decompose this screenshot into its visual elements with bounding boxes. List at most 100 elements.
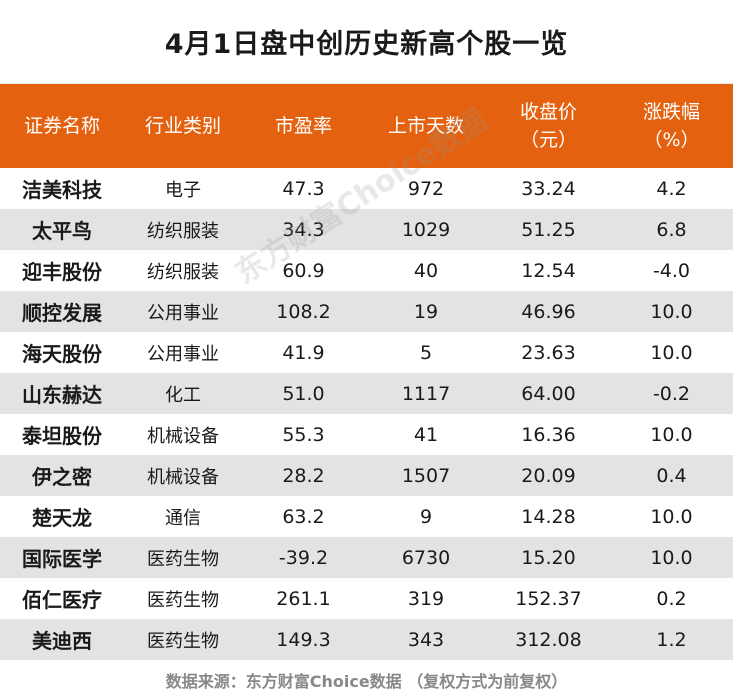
pe-ratio-cell: 28.2 [282,464,325,487]
change-pct-cell: 10.0 [650,423,693,446]
listing-days-cell: 41 [413,423,439,446]
listing-days-cell: 40 [413,259,439,282]
security-name-cell: 伊之密 [32,465,92,489]
close-price-cell: 46.96 [521,300,576,323]
change-pct-cell: 0.4 [656,464,687,487]
table-row: 佰仁医疗 医药生物 261.1 319 152.37 0.2 [0,578,733,619]
header-security-name: 证券名称 [0,84,124,168]
close-price-cell: 14.28 [521,505,576,528]
security-name-cell: 洁美科技 [22,178,102,202]
close-price-cell: 15.20 [521,546,576,569]
listing-days-cell: 19 [413,300,439,323]
change-pct-cell: 1.2 [656,628,687,651]
industry-cell: 机械设备 [147,466,219,488]
security-name-cell: 顺控发展 [22,301,102,325]
industry-cell: 机械设备 [147,425,219,447]
pe-ratio-cell: 149.3 [276,628,331,651]
table-row: 泰坦股份 机械设备 55.3 41 16.36 10.0 [0,414,733,455]
listing-days-cell: 343 [407,628,445,651]
close-price-cell: 51.25 [521,218,576,241]
change-pct-cell: -4.0 [652,259,691,282]
security-name-cell: 山东赫达 [22,383,102,407]
close-price-cell: 64.00 [521,382,576,405]
pe-ratio-cell: 108.2 [276,300,331,323]
listing-days-cell: 6730 [401,546,451,569]
close-price-cell: 12.54 [521,259,576,282]
table-row: 楚天龙 通信 63.2 9 14.28 10.0 [0,496,733,537]
header-listing-days: 上市天数 [365,84,487,168]
security-name-cell: 楚天龙 [32,506,92,530]
change-pct-cell: 10.0 [650,300,693,323]
change-pct-cell: 10.0 [650,505,693,528]
industry-cell: 医药生物 [147,630,219,652]
listing-days-cell: 1507 [401,464,451,487]
header-label: 证券名称 [23,115,100,137]
table-row: 顺控发展 公用事业 108.2 19 46.96 10.0 [0,291,733,332]
header-label: 上市天数 [387,115,464,137]
change-pct-cell: 0.2 [656,587,687,610]
industry-cell: 通信 [165,507,201,529]
page-title: 4月1日盘中创历史新高个股一览 [0,0,733,84]
industry-cell: 医药生物 [147,589,219,611]
close-price-cell: 152.37 [515,587,582,610]
close-price-cell: 16.36 [521,423,576,446]
pe-ratio-cell: 51.0 [282,382,325,405]
header-industry: 行业类别 [124,84,242,168]
header-label: 行业类别 [144,115,221,137]
close-price-cell: 23.63 [521,341,576,364]
header-unit: （%） [643,129,700,151]
listing-days-cell: 1117 [401,382,451,405]
table-row: 山东赫达 化工 51.0 1117 64.00 -0.2 [0,373,733,414]
change-pct-cell: 6.8 [656,218,687,241]
table-header: 证券名称 行业类别 市盈率 上市天数 收盘价 （元） 涨跌幅 （%） [0,84,733,168]
pe-ratio-cell: 63.2 [282,505,325,528]
table-row: 海天股份 公用事业 41.9 5 23.63 10.0 [0,332,733,373]
pe-ratio-cell: 55.3 [282,423,325,446]
header-label: 市盈率 [274,115,332,137]
pe-ratio-cell: 261.1 [276,587,331,610]
close-price-cell: 20.09 [521,464,576,487]
close-price-cell: 312.08 [515,628,582,651]
change-pct-cell: 4.2 [656,177,687,200]
industry-cell: 电子 [165,179,201,201]
pe-ratio-cell: -39.2 [278,546,329,569]
industry-cell: 纺织服装 [147,220,219,242]
table-row: 国际医学 医药生物 -39.2 6730 15.20 10.0 [0,537,733,578]
industry-cell: 纺织服装 [147,261,219,283]
data-source-footer: 数据来源：东方财富Choice数据 （复权方式为前复权） [165,672,568,691]
security-name-cell: 海天股份 [22,342,102,366]
security-name-cell: 迎丰股份 [22,260,102,284]
pe-ratio-cell: 60.9 [282,259,325,282]
close-price-cell: 33.24 [521,177,576,200]
table-row: 美迪西 医药生物 149.3 343 312.08 1.2 [0,619,733,660]
pe-ratio-cell: 34.3 [282,218,325,241]
table-row: 伊之密 机械设备 28.2 1507 20.09 0.4 [0,455,733,496]
change-pct-cell: 10.0 [650,546,693,569]
security-name-cell: 泰坦股份 [22,424,102,448]
security-name-cell: 佰仁医疗 [22,588,102,612]
header-change-pct: 涨跌幅 （%） [610,84,733,168]
listing-days-cell: 319 [407,587,445,610]
security-name-cell: 国际医学 [22,547,102,571]
table-body: 洁美科技 电子 47.3 972 33.24 4.2 太平鸟 纺织服装 34.3 1029 51.2… [0,168,733,660]
industry-cell: 化工 [165,384,201,406]
listing-days-cell: 1029 [401,218,451,241]
table-row: 洁美科技 电子 47.3 972 33.24 4.2 [0,168,733,209]
security-name-cell: 太平鸟 [32,219,92,243]
pe-ratio-cell: 47.3 [282,177,325,200]
industry-cell: 公用事业 [147,343,219,365]
change-pct-cell: 10.0 [650,341,693,364]
listing-days-cell: 5 [419,341,433,364]
listing-days-cell: 9 [419,505,433,528]
change-pct-cell: -0.2 [652,382,691,405]
header-unit: （元） [519,129,577,151]
header-pe-ratio: 市盈率 [242,84,365,168]
listing-days-cell: 972 [407,177,445,200]
table-row: 太平鸟 纺织服装 34.3 1029 51.25 6.8 [0,209,733,250]
header-label: 涨跌幅 [642,101,700,123]
pe-ratio-cell: 41.9 [282,341,325,364]
header-label: 收盘价 [519,101,577,123]
table-row: 迎丰股份 纺织服装 60.9 40 12.54 -4.0 [0,250,733,291]
header-close-price: 收盘价 （元） [487,84,610,168]
security-name-cell: 美迪西 [32,629,92,653]
